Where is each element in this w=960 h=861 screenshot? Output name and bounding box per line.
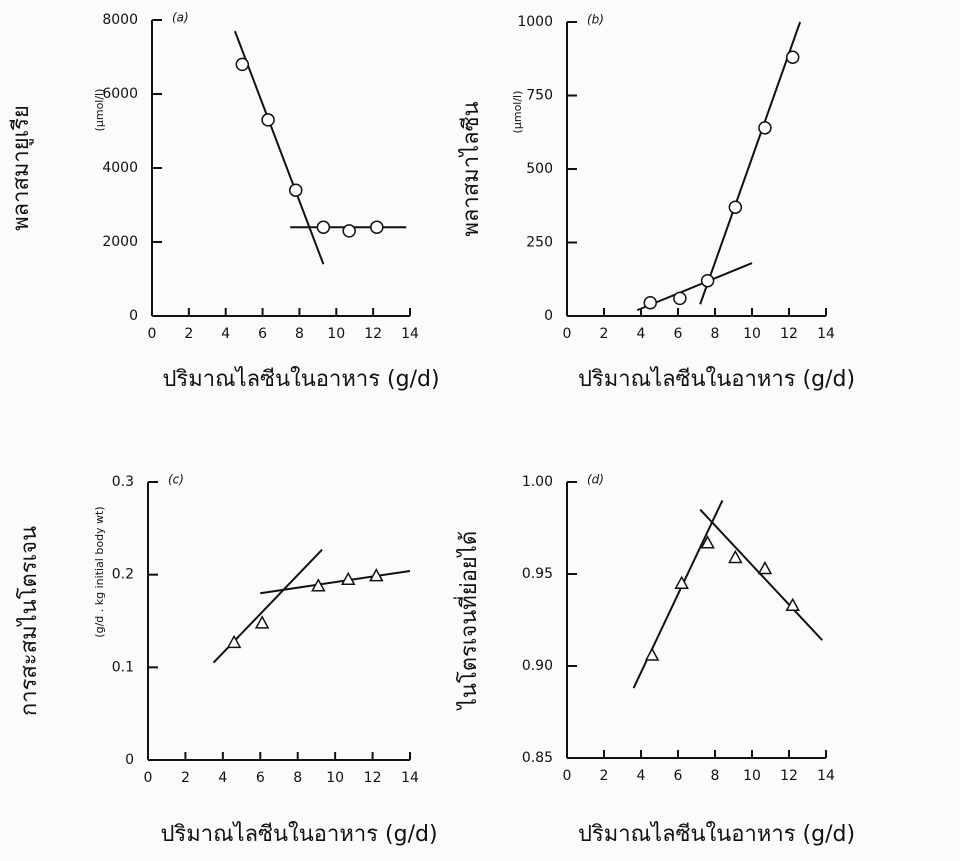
x-tick-label: 0	[563, 768, 572, 784]
x-tick-label: 6	[674, 768, 683, 784]
point	[342, 224, 356, 238]
x-tick-label: 10	[743, 768, 761, 784]
y-tick-label: 0.95	[522, 566, 553, 582]
fit-line	[233, 30, 325, 265]
panel-label: (b)	[587, 13, 604, 27]
x-tick-label: 10	[326, 770, 344, 786]
x-axis-label: ปริมาณไลซีนในอาหาร (g/d)	[162, 366, 439, 392]
y-tick-label: 0	[544, 308, 553, 324]
x-tick-label: 8	[711, 768, 720, 784]
x-axis-label: ปริมาณไลซีนในอาหาร (g/d)	[578, 366, 855, 392]
x-tick-label: 10	[327, 326, 345, 342]
point	[226, 634, 242, 649]
x-tick-label: 0	[148, 326, 157, 342]
unit-label: (g/d . kg initial body wt)	[93, 506, 106, 637]
y-axis-label: ไนโตรเจนที่ย่อยได้	[453, 531, 482, 711]
y-axis-label: พลาสมาไลซีน	[458, 101, 484, 236]
point	[700, 273, 715, 288]
point	[369, 568, 384, 582]
point	[288, 183, 303, 197]
x-tick-label: 2	[181, 770, 190, 786]
point	[700, 535, 715, 549]
y-tick-label: 0.85	[522, 750, 553, 766]
unit-label: (μmol/l)	[511, 91, 524, 134]
point	[758, 121, 772, 135]
y-tick-label: 4000	[102, 160, 138, 176]
y-tick-label: 6000	[102, 86, 138, 102]
x-tick-label: 0	[563, 326, 572, 342]
point	[728, 200, 743, 214]
y-tick-label: 8000	[102, 12, 138, 28]
y-tick-label: 250	[526, 235, 553, 251]
x-tick-label: 4	[637, 768, 646, 784]
point	[235, 57, 250, 72]
unit-label: (μmol/l)	[93, 89, 106, 132]
point	[785, 597, 800, 612]
fit-line	[699, 508, 824, 641]
x-tick-label: 14	[817, 768, 835, 784]
panel-label: (a)	[172, 11, 189, 25]
point	[757, 560, 773, 575]
point	[261, 113, 275, 127]
y-tick-label: 750	[526, 88, 553, 104]
fit-line	[699, 21, 802, 305]
x-tick-label: 14	[401, 326, 419, 342]
point	[644, 647, 660, 661]
x-tick-label: 4	[218, 770, 227, 786]
point	[673, 291, 687, 306]
panel-label: (c)	[168, 473, 184, 487]
x-tick-label: 2	[600, 326, 609, 342]
x-tick-label: 8	[293, 770, 302, 786]
y-tick-label: 2000	[102, 234, 138, 250]
x-tick-label: 12	[780, 326, 798, 342]
y-axis-label: พลาสมายูเรีย	[9, 105, 34, 231]
point	[370, 220, 384, 234]
x-tick-label: 10	[743, 326, 761, 342]
point	[728, 549, 743, 564]
x-tick-label: 6	[674, 326, 683, 342]
y-tick-label: 0	[129, 308, 138, 324]
x-tick-label: 4	[221, 326, 230, 342]
x-tick-label: 6	[258, 326, 267, 342]
y-tick-label: 1.00	[522, 474, 553, 490]
y-tick-label: 500	[526, 161, 553, 177]
y-tick-label: 0.90	[522, 658, 553, 674]
x-tick-label: 2	[600, 768, 609, 784]
point	[316, 220, 331, 234]
x-tick-label: 6	[256, 770, 265, 786]
point	[643, 296, 657, 310]
y-tick-label: 0	[125, 752, 134, 768]
x-tick-label: 0	[144, 770, 153, 786]
x-tick-label: 2	[184, 326, 193, 342]
panel-label: (d)	[587, 473, 604, 487]
point	[340, 571, 356, 586]
x-tick-label: 12	[364, 326, 382, 342]
x-tick-label: 12	[780, 768, 798, 784]
fit-line	[260, 569, 411, 595]
x-tick-label: 8	[295, 326, 304, 342]
x-tick-label: 8	[711, 326, 720, 342]
x-tick-label: 14	[401, 770, 419, 786]
y-tick-label: 0.2	[112, 567, 134, 583]
point	[785, 50, 800, 65]
point	[674, 575, 689, 589]
y-tick-label: 0.3	[112, 474, 134, 490]
y-tick-label: 0.1	[112, 659, 134, 675]
x-tick-label: 14	[817, 326, 835, 342]
x-tick-label: 4	[637, 326, 646, 342]
point	[254, 615, 270, 629]
x-axis-label: ปริมาณไลซีนในอาหาร (g/d)	[578, 821, 855, 847]
y-tick-label: 1000	[517, 14, 553, 30]
point	[311, 578, 326, 592]
y-axis-label: การสะสมไนโตรเจน	[16, 526, 42, 716]
x-axis-label: ปริมาณไลซีนในอาหาร (g/d)	[160, 821, 437, 847]
x-tick-label: 12	[364, 770, 382, 786]
